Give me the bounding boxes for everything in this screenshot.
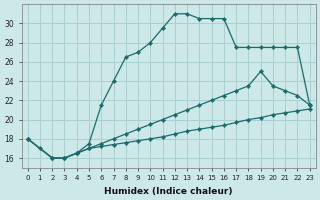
X-axis label: Humidex (Indice chaleur): Humidex (Indice chaleur) (104, 187, 233, 196)
